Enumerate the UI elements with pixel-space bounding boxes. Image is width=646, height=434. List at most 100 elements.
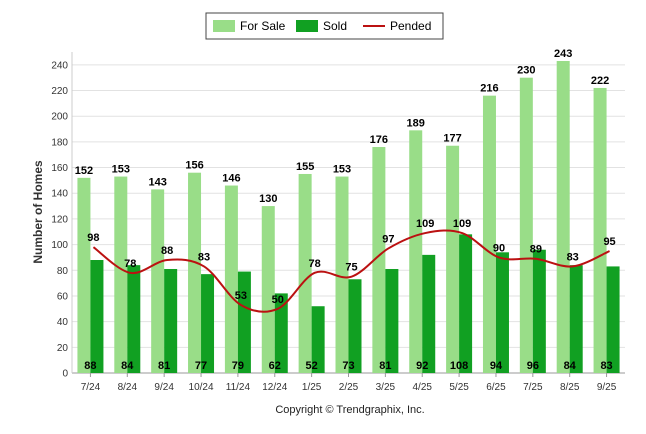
- bar-for-sale: [409, 130, 423, 373]
- label-for-sale: 153: [112, 164, 130, 176]
- legend: For Sale Sold Pended: [205, 12, 444, 40]
- label-pended: 83: [567, 251, 579, 263]
- bars: [77, 60, 620, 374]
- bar-sold: [90, 260, 104, 373]
- x-tick-label: 5/25: [449, 382, 469, 393]
- y-tick-label: 120: [51, 214, 68, 225]
- label-sold: 79: [232, 360, 244, 372]
- label-sold: 108: [450, 360, 468, 372]
- bar-sold: [348, 279, 362, 373]
- x-tick-label: 2/25: [339, 382, 359, 393]
- label-for-sale: 216: [480, 83, 498, 95]
- label-for-sale: 130: [259, 193, 277, 205]
- label-sold: 88: [84, 360, 96, 372]
- label-pended: 53: [235, 290, 247, 302]
- y-tick-label: 180: [51, 137, 68, 148]
- value-labels: 152 88 153 84 143 81 156 77 146 79 130 62 155 52 153 73…: [75, 48, 616, 372]
- label-for-sale: 189: [407, 117, 425, 129]
- bar-for-sale: [298, 173, 312, 373]
- pended-line-group: [92, 229, 610, 313]
- label-pended: 78: [309, 258, 321, 270]
- y-tick-label: 20: [57, 343, 69, 354]
- label-pended: 90: [493, 242, 505, 254]
- x-tick-label: 9/25: [597, 382, 617, 393]
- label-pended: 50: [272, 294, 284, 306]
- bar-for-sale: [151, 189, 165, 373]
- label-sold: 94: [490, 360, 503, 372]
- x-tick-label: 3/25: [376, 382, 396, 393]
- label-pended: 97: [382, 233, 394, 245]
- bar-sold: [606, 266, 620, 373]
- label-sold: 62: [269, 360, 281, 372]
- bar-sold: [274, 293, 288, 373]
- bar-for-sale: [114, 176, 128, 373]
- label-pended: 98: [87, 232, 99, 244]
- bar-for-sale: [335, 176, 349, 373]
- x-tick-label: 12/24: [262, 382, 287, 393]
- y-tick-label: 220: [51, 86, 68, 97]
- bar-sold: [311, 306, 325, 373]
- label-pended: 75: [345, 262, 357, 274]
- bar-sold: [201, 274, 215, 373]
- label-for-sale: 177: [443, 133, 461, 145]
- label-for-sale: 222: [591, 75, 609, 87]
- x-tick-label: 1/25: [302, 382, 322, 393]
- label-pended: 89: [530, 244, 542, 256]
- label-for-sale: 230: [517, 65, 535, 77]
- bar-for-sale: [372, 147, 386, 373]
- x-axis: 7/24 8/24 9/24 10/24 11/24 12/24 1/25 2/25 3/25 4…: [81, 373, 617, 393]
- bar-sold: [422, 254, 436, 373]
- bar-for-sale: [556, 60, 570, 373]
- legend-label-pended: Pended: [390, 19, 431, 33]
- label-pended: 78: [124, 258, 136, 270]
- label-pended: 83: [198, 251, 210, 263]
- y-axis: 0 20 40 60 80 100 120 140 160 180 200 220 240: [51, 52, 73, 380]
- label-pended: 95: [603, 236, 615, 248]
- bar-for-sale: [593, 87, 607, 374]
- y-tick-label: 160: [51, 163, 68, 174]
- label-sold: 83: [600, 360, 612, 372]
- y-axis-title: Number of Homes: [31, 160, 45, 264]
- x-tick-label: 6/25: [486, 382, 506, 393]
- label-sold: 77: [195, 360, 207, 372]
- y-tick-label: 0: [62, 369, 68, 380]
- label-pended: 109: [416, 218, 434, 230]
- y-tick-label: 100: [51, 240, 68, 251]
- label-for-sale: 152: [75, 165, 93, 177]
- bar-sold: [495, 252, 509, 373]
- x-tick-label: 10/24: [189, 382, 214, 393]
- label-sold: 84: [564, 360, 577, 372]
- bar-sold: [569, 265, 583, 373]
- legend-swatch-sold: [296, 20, 318, 32]
- y-tick-label: 140: [51, 189, 68, 200]
- bar-for-sale: [188, 172, 202, 373]
- label-for-sale: 243: [554, 48, 572, 60]
- bar-for-sale: [519, 77, 533, 374]
- label-sold: 92: [416, 360, 428, 372]
- label-sold: 81: [158, 360, 170, 372]
- legend-swatch-for-sale: [213, 20, 235, 32]
- bar-for-sale: [482, 95, 496, 373]
- bar-sold: [532, 249, 546, 373]
- label-for-sale: 156: [185, 160, 203, 172]
- label-sold: 81: [379, 360, 391, 372]
- bar-sold: [237, 271, 251, 373]
- label-sold: 52: [306, 360, 318, 372]
- bar-sold: [385, 268, 399, 373]
- label-for-sale: 176: [370, 134, 388, 146]
- label-for-sale: 143: [148, 176, 166, 188]
- pended-line: [92, 229, 610, 313]
- y-tick-label: 200: [51, 112, 68, 123]
- bar-for-sale: [224, 185, 238, 373]
- y-tick-label: 240: [51, 60, 68, 71]
- label-sold: 84: [121, 360, 134, 372]
- x-tick-label: 8/24: [118, 382, 138, 393]
- x-tick-label: 11/24: [226, 382, 251, 393]
- x-tick-label: 7/24: [81, 382, 101, 393]
- bar-for-sale: [77, 177, 91, 373]
- label-for-sale: 146: [222, 173, 240, 185]
- legend-label-sold: Sold: [323, 19, 347, 33]
- bar-sold: [164, 268, 178, 373]
